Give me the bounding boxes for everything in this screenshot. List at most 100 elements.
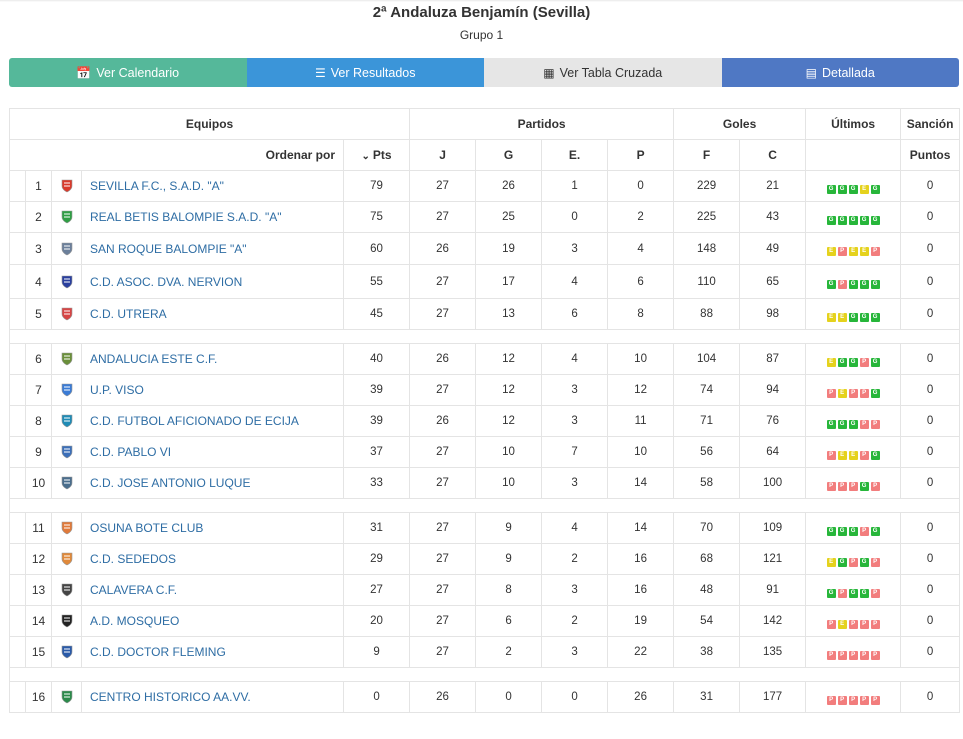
table-row[interactable]: 9 C.D. PABLO VI 37 27 10 7 10 56 64 P E E P G 0 <box>9 436 961 468</box>
team-link[interactable]: C.D. FUTBOL AFICIONADO DE ECIJA <box>81 405 344 437</box>
result-badge: E <box>826 357 836 367</box>
goals-against: 43 <box>739 201 807 233</box>
goals-for: 31 <box>673 681 741 713</box>
team-link[interactable]: REAL BETIS BALOMPIE S.A.D. "A" <box>81 201 344 233</box>
lost: 10 <box>607 343 675 375</box>
goals-against: 109 <box>739 512 807 544</box>
result-badge: P <box>837 588 847 598</box>
row-spacer <box>9 436 26 468</box>
results-button[interactable]: ☰ Ver Resultados <box>246 58 484 87</box>
goals-header: Goles <box>673 108 807 140</box>
team-crest-icon <box>61 414 72 428</box>
sanction-points: 0 <box>900 343 961 375</box>
sanction-points: 0 <box>900 232 961 265</box>
drawn: 1 <box>541 170 609 202</box>
team-link[interactable]: C.D. ASOC. DVA. NERVION <box>81 264 344 299</box>
won: 13 <box>475 298 543 330</box>
points: 39 <box>342 405 411 437</box>
team-link[interactable]: ANDALUCIA ESTE C.F. <box>81 343 344 375</box>
id-card-icon: ▤ <box>805 65 817 80</box>
sanction-points: 0 <box>900 512 961 544</box>
position: 14 <box>25 605 52 637</box>
team-link[interactable]: OSUNA BOTE CLUB <box>81 512 344 544</box>
played: 26 <box>409 343 477 375</box>
table-row[interactable]: 2 REAL BETIS BALOMPIE S.A.D. "A" 75 27 25 0 2 2… <box>9 201 961 233</box>
team-link[interactable]: C.D. JOSE ANTONIO LUQUE <box>81 467 344 499</box>
team-link[interactable]: C.D. SEDEDOS <box>81 543 344 575</box>
lost: 14 <box>607 467 675 499</box>
goals-against: 94 <box>739 374 807 406</box>
crest-cell <box>51 374 82 406</box>
table-icon: ▦ <box>543 65 555 80</box>
table-row[interactable]: 12 C.D. SEDEDOS 29 27 9 2 16 68 121 E G P G P 0 <box>9 543 961 575</box>
result-badge: G <box>859 557 869 567</box>
points: 29 <box>342 543 411 575</box>
team-link[interactable]: SEVILLA F.C., S.A.D. "A" <box>81 170 344 202</box>
team-link[interactable]: C.D. DOCTOR FLEMING <box>81 636 344 668</box>
team-link[interactable]: CENTRO HISTORICO AA.VV. <box>81 681 344 713</box>
table-row[interactable]: 16 CENTRO HISTORICO AA.VV. 0 26 0 0 26 31 177 P P P… <box>9 681 961 713</box>
played: 27 <box>409 467 477 499</box>
table-row[interactable]: 14 A.D. MOSQUEO 20 27 6 2 19 54 142 P E P P P 0 <box>9 605 961 637</box>
points: 60 <box>342 232 411 265</box>
played: 27 <box>409 374 477 406</box>
points: 45 <box>342 298 411 330</box>
goals-against: 49 <box>739 232 807 265</box>
team-link[interactable]: A.D. MOSQUEO <box>81 605 344 637</box>
j-header: J <box>409 139 477 171</box>
team-link[interactable]: U.P. VISO <box>81 374 344 406</box>
result-badge: E <box>826 557 836 567</box>
calendar-button[interactable]: 📅 Ver Calendario <box>9 58 247 87</box>
calendar-icon: 📅 <box>76 65 92 80</box>
table-row[interactable]: 1 SEVILLA F.C., S.A.D. "A" 79 27 26 1 0 229 21 G G… <box>9 170 961 202</box>
goals-for: 110 <box>673 264 741 299</box>
table-row[interactable]: 3 SAN ROQUE BALOMPIE "A" 60 26 19 3 4 148 49 E P E E… <box>9 232 961 265</box>
drawn: 3 <box>541 405 609 437</box>
table-row[interactable]: 11 OSUNA BOTE CLUB 31 27 9 4 14 70 109 G G G P G 0 <box>9 512 961 544</box>
sanction-points: 0 <box>900 681 961 713</box>
sort-pts-header[interactable]: ⌄ Pts <box>342 139 411 171</box>
table-row[interactable]: 6 ANDALUCIA ESTE C.F. 40 26 12 4 10 104 87 E G G P G 0 <box>9 343 961 375</box>
e-header: E. <box>541 139 609 171</box>
team-link[interactable]: C.D. UTRERA <box>81 298 344 330</box>
table-row[interactable]: 8 C.D. FUTBOL AFICIONADO DE ECIJA 39 26 12 3 1… <box>9 405 961 437</box>
result-badge: G <box>848 280 858 289</box>
table-row[interactable]: 15 C.D. DOCTOR FLEMING 9 27 2 3 22 38 135 P P P P P 0 <box>9 636 961 668</box>
goals-against: 21 <box>739 170 807 202</box>
lost: 22 <box>607 636 675 668</box>
detailed-button[interactable]: ▤ Detallada <box>721 58 959 87</box>
lost: 26 <box>607 681 675 713</box>
result-badge: P <box>837 280 847 289</box>
goals-for: 88 <box>673 298 741 330</box>
standings-table: Equipos Partidos Goles Últimos Sanción O… <box>8 108 961 713</box>
row-spacer <box>9 467 26 499</box>
goals-for: 58 <box>673 467 741 499</box>
lost: 2 <box>607 201 675 233</box>
result-badge: P <box>826 619 836 629</box>
sanction-points: 0 <box>900 201 961 233</box>
result-badge: P <box>870 588 880 598</box>
team-link[interactable]: CALAVERA C.F. <box>81 574 344 606</box>
team-link[interactable]: SAN ROQUE BALOMPIE "A" <box>81 232 344 265</box>
lost: 14 <box>607 512 675 544</box>
table-row[interactable]: 13 CALAVERA C.F. 27 27 8 3 16 48 91 G P G G P 0 <box>9 574 961 606</box>
result-badge: G <box>826 588 836 598</box>
won: 9 <box>475 543 543 575</box>
team-link[interactable]: C.D. PABLO VI <box>81 436 344 468</box>
table-row[interactable]: 5 C.D. UTRERA 45 27 13 6 8 88 98 E E G G G 0 <box>9 298 961 330</box>
table-row[interactable]: 4 C.D. ASOC. DVA. NERVION 55 27 17 4 6 110 65 G P G… <box>9 264 961 299</box>
result-badge: G <box>848 215 858 225</box>
table-row[interactable]: 10 C.D. JOSE ANTONIO LUQUE 33 27 10 3 14 58 100 P… <box>9 467 961 499</box>
cross-table-button[interactable]: ▦ Ver Tabla Cruzada <box>484 58 722 87</box>
lost: 11 <box>607 405 675 437</box>
table-row[interactable]: 7 U.P. VISO 39 27 12 3 12 74 94 P E P P G 0 <box>9 374 961 406</box>
result-badge: G <box>870 450 880 460</box>
